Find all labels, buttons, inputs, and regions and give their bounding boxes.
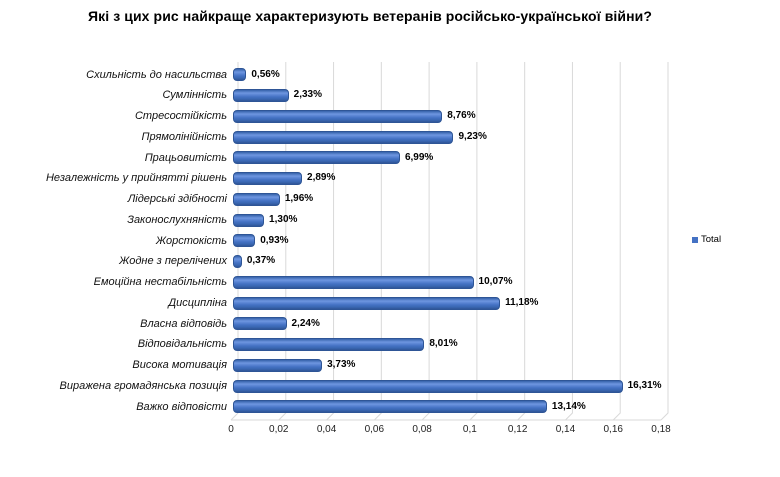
value-label: 6,99% bbox=[404, 151, 434, 163]
bar bbox=[233, 296, 501, 310]
x-tick-label: 0,18 bbox=[651, 424, 671, 435]
category-label: Прямолінійність bbox=[141, 130, 227, 143]
chart-row: Працьовитість 6,99% bbox=[0, 148, 780, 169]
value-label: 2,89% bbox=[307, 172, 336, 184]
value-label: 16,31% bbox=[627, 379, 662, 391]
bar bbox=[233, 109, 443, 123]
category-label: Схильність до насильства bbox=[86, 68, 227, 81]
value-label: 2,24% bbox=[291, 317, 320, 329]
chart-row: Прямолінійність 9,23% bbox=[0, 127, 780, 148]
bar bbox=[233, 130, 454, 144]
bar bbox=[233, 234, 256, 248]
category-label: Виражена громадянська позиція bbox=[59, 379, 227, 392]
x-tick-label: 0,02 bbox=[269, 424, 289, 435]
x-tick-label: 0 bbox=[228, 424, 234, 435]
chart-row: Виражена громадянська позиція 16,31% bbox=[0, 376, 780, 397]
chart-row: Емоційна нестабільність 10,07% bbox=[0, 272, 780, 293]
category-label: Важко відповісти bbox=[136, 400, 227, 413]
value-label: 1,96% bbox=[284, 193, 314, 204]
legend: Total bbox=[692, 234, 721, 245]
category-label: Висока мотивація bbox=[132, 359, 227, 371]
value-label: 0,56% bbox=[251, 68, 280, 80]
x-tick-label: 0,14 bbox=[555, 424, 576, 435]
category-label: Відповідальність bbox=[137, 338, 227, 351]
bar bbox=[233, 213, 265, 227]
value-label: 2,33% bbox=[293, 89, 323, 101]
x-tick-label: 0,1 bbox=[462, 424, 477, 435]
bar bbox=[233, 400, 547, 414]
chart-row: Лідерські здібності 1,96% bbox=[0, 189, 780, 210]
category-label: Незалежність у прийнятті рішень bbox=[45, 172, 227, 185]
category-label: Сумлінність bbox=[162, 89, 227, 102]
value-label: 0,37% bbox=[246, 255, 276, 267]
value-label: 11,18% bbox=[505, 296, 539, 308]
bar bbox=[233, 338, 425, 352]
chart-row: Власна відповідь 2,24% bbox=[0, 314, 780, 335]
x-tick-label: 0,06 bbox=[364, 424, 385, 435]
value-label: 13,14% bbox=[551, 400, 586, 412]
value-label: 0,93% bbox=[260, 234, 289, 246]
bar bbox=[233, 172, 303, 186]
chart-row: Схильність до насильства 0,56% bbox=[0, 65, 780, 86]
bar bbox=[233, 358, 323, 372]
chart-row: Стресостійкість 8,76% bbox=[0, 106, 780, 127]
bar bbox=[233, 151, 400, 165]
category-label: Жорстокість bbox=[155, 234, 227, 247]
bar bbox=[233, 192, 280, 206]
chart-row: Сумлінність 2,33% bbox=[0, 85, 780, 106]
chart-row: Важко відповісти 13,14% bbox=[0, 397, 780, 418]
bar bbox=[233, 68, 247, 82]
bar bbox=[233, 379, 623, 393]
chart-row: Відповідальність 8,01% bbox=[0, 334, 780, 355]
chart-row: Законослухняність 1,30% bbox=[0, 210, 780, 231]
value-label: 3,73% bbox=[327, 359, 356, 370]
category-label: Працьовитість bbox=[144, 151, 227, 164]
bar bbox=[233, 255, 242, 269]
x-tick-label: 0,12 bbox=[507, 424, 528, 435]
category-label: Власна відповідь bbox=[140, 317, 227, 330]
chart-title: Які з цих рис найкраще характеризують ве… bbox=[87, 8, 653, 24]
category-label: Емоційна нестабільність bbox=[93, 276, 227, 288]
chart-row: Висока мотивація 3,73% bbox=[0, 355, 780, 376]
value-label: 1,30% bbox=[269, 213, 298, 225]
category-label: Стресостійкість bbox=[134, 110, 227, 122]
value-label: 9,23% bbox=[458, 130, 487, 142]
category-label: Дисципліна bbox=[168, 296, 227, 309]
category-label: Жодне з перелічених bbox=[119, 255, 227, 268]
value-label: 8,01% bbox=[429, 338, 458, 350]
legend-label: Total bbox=[701, 234, 722, 245]
chart-row: Жодне з перелічених 0,37% bbox=[0, 251, 780, 272]
category-label: Законослухняність bbox=[127, 213, 227, 226]
value-label: 8,76% bbox=[447, 110, 476, 121]
category-label: Лідерські здібності bbox=[127, 193, 227, 205]
legend-marker-icon bbox=[692, 236, 698, 243]
chart-row: Незалежність у прийнятті рішень 2,89% bbox=[0, 168, 780, 189]
x-tick-label: 0,04 bbox=[316, 424, 337, 435]
bar bbox=[233, 275, 474, 289]
chart-row: Жорстокість 0,93% bbox=[0, 231, 780, 252]
x-tick-label: 0,08 bbox=[412, 424, 432, 435]
chart-row: Дисципліна 11,18% bbox=[0, 293, 780, 314]
bar bbox=[233, 89, 289, 103]
x-tick-label: 0,16 bbox=[603, 424, 623, 435]
value-label: 10,07% bbox=[478, 276, 513, 287]
bar bbox=[233, 317, 287, 331]
